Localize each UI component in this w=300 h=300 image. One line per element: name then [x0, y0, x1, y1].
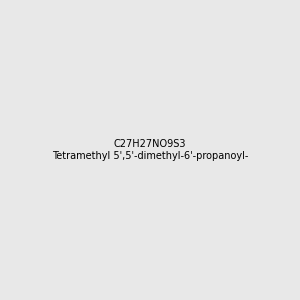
Text: C27H27NO9S3
Tetramethyl 5',5'-dimethyl-6'-propanoyl-: C27H27NO9S3 Tetramethyl 5',5'-dimethyl-6… [52, 139, 248, 161]
